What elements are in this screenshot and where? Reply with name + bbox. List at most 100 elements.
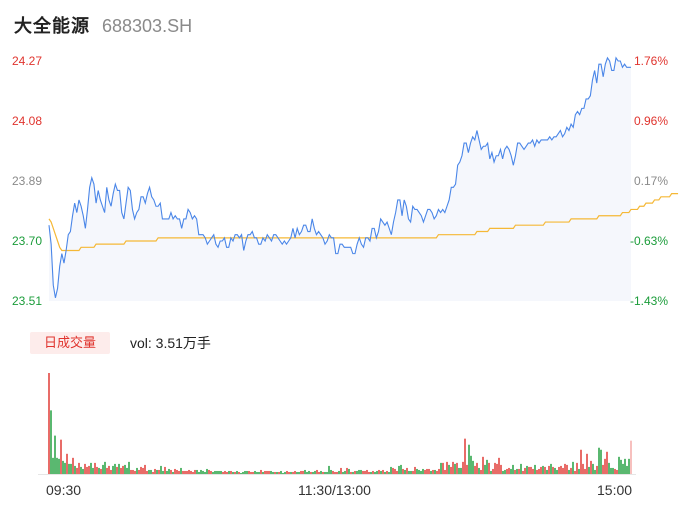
volume-bar <box>270 470 272 474</box>
volume-bar <box>618 456 620 474</box>
volume-bar <box>544 466 546 474</box>
volume-bar <box>494 462 496 474</box>
volume-bar <box>424 469 426 474</box>
volume-bar <box>174 468 176 474</box>
stock-name: 大全能源 <box>14 16 90 36</box>
volume-bar <box>602 464 604 474</box>
volume-bar <box>448 464 450 474</box>
volume-bar <box>126 467 128 474</box>
volume-bar <box>446 461 448 474</box>
volume-bar <box>54 435 56 474</box>
volume-bar <box>578 468 580 474</box>
volume-bar <box>192 471 194 474</box>
volume-bar <box>502 470 504 474</box>
volume-bar <box>450 466 452 474</box>
volume-bar <box>92 467 94 474</box>
volume-bar <box>452 461 454 474</box>
volume-bar <box>588 466 590 474</box>
volume-bar <box>210 470 212 474</box>
volume-bar <box>590 460 592 474</box>
volume-bar <box>492 468 494 474</box>
volume-bar <box>72 457 74 474</box>
volume-bar <box>304 469 306 474</box>
volume-bar <box>482 456 484 474</box>
volume-bar <box>328 465 330 474</box>
volume-bar <box>226 471 228 474</box>
volume-bar <box>504 469 506 474</box>
volume-bar <box>458 467 460 474</box>
volume-bar <box>182 470 184 474</box>
volume-bar <box>344 470 346 474</box>
volume-bar <box>108 465 110 474</box>
volume-bar <box>508 467 510 474</box>
volume-bar <box>598 447 600 474</box>
volume-bar <box>332 470 334 474</box>
volume-bar <box>336 471 338 474</box>
volume-bar <box>216 470 218 474</box>
volume-bar <box>64 462 66 474</box>
volume-bar <box>390 466 392 474</box>
volume-bar <box>576 462 578 474</box>
volume-bar <box>520 463 522 474</box>
volume-bar <box>370 471 372 474</box>
volume-bar <box>60 439 62 474</box>
volume-bar <box>354 470 356 474</box>
stock-title: 大全能源 688303.SH <box>14 14 192 38</box>
volume-bar <box>398 465 400 474</box>
volume-bar <box>408 470 410 474</box>
volume-bar <box>198 471 200 474</box>
volume-bar <box>526 465 528 474</box>
volume-bar <box>594 469 596 474</box>
volume-tab-button[interactable]: 日成交量 <box>30 332 110 354</box>
volume-bar <box>530 466 532 474</box>
volume-bar <box>154 468 156 474</box>
volume-bar <box>360 469 362 474</box>
volume-bar <box>276 471 278 474</box>
volume-bar <box>416 468 418 474</box>
volume-bar <box>592 463 594 474</box>
volume-bar <box>120 467 122 474</box>
volume-bar <box>144 464 146 474</box>
volume-bar <box>100 468 102 474</box>
volume-bar <box>496 463 498 474</box>
volume-bar <box>314 470 316 474</box>
volume-bar <box>338 470 340 474</box>
volume-bar <box>476 462 478 474</box>
volume-bar <box>614 468 616 474</box>
volume-bar <box>402 468 404 474</box>
volume-bar <box>74 465 76 474</box>
volume-bar <box>80 466 82 474</box>
volume-readout: vol: 3.51万手 <box>130 335 211 351</box>
volume-bar <box>94 462 96 474</box>
time-label-close: 15:00 <box>597 482 633 498</box>
volume-bar <box>570 467 572 474</box>
volume-bar <box>418 469 420 474</box>
price-line <box>48 56 631 298</box>
volume-bar <box>534 464 536 474</box>
volume-bar <box>506 468 508 474</box>
volume-bar <box>586 453 588 474</box>
volume-bar <box>200 469 202 474</box>
volume-bar <box>148 469 150 474</box>
volume-bar <box>572 461 574 474</box>
volume-bar <box>454 463 456 474</box>
volume-bar <box>368 471 370 474</box>
volume-bar <box>560 465 562 474</box>
volume-bar <box>268 470 270 474</box>
volume-bar <box>350 471 352 474</box>
volume-bar <box>612 467 614 474</box>
volume-bar <box>606 451 608 474</box>
volume-bar <box>604 458 606 474</box>
volume-bar <box>158 469 160 474</box>
volume-bar <box>240 472 242 474</box>
volume-bar <box>518 468 520 474</box>
volume-bar <box>188 469 190 474</box>
volume-bar <box>234 471 236 474</box>
volume-bar <box>356 470 358 474</box>
volume-bar <box>422 468 424 474</box>
volume-bar <box>400 464 402 474</box>
volume-bar <box>116 466 118 474</box>
volume-bar <box>256 471 258 474</box>
volume-bar <box>186 470 188 474</box>
